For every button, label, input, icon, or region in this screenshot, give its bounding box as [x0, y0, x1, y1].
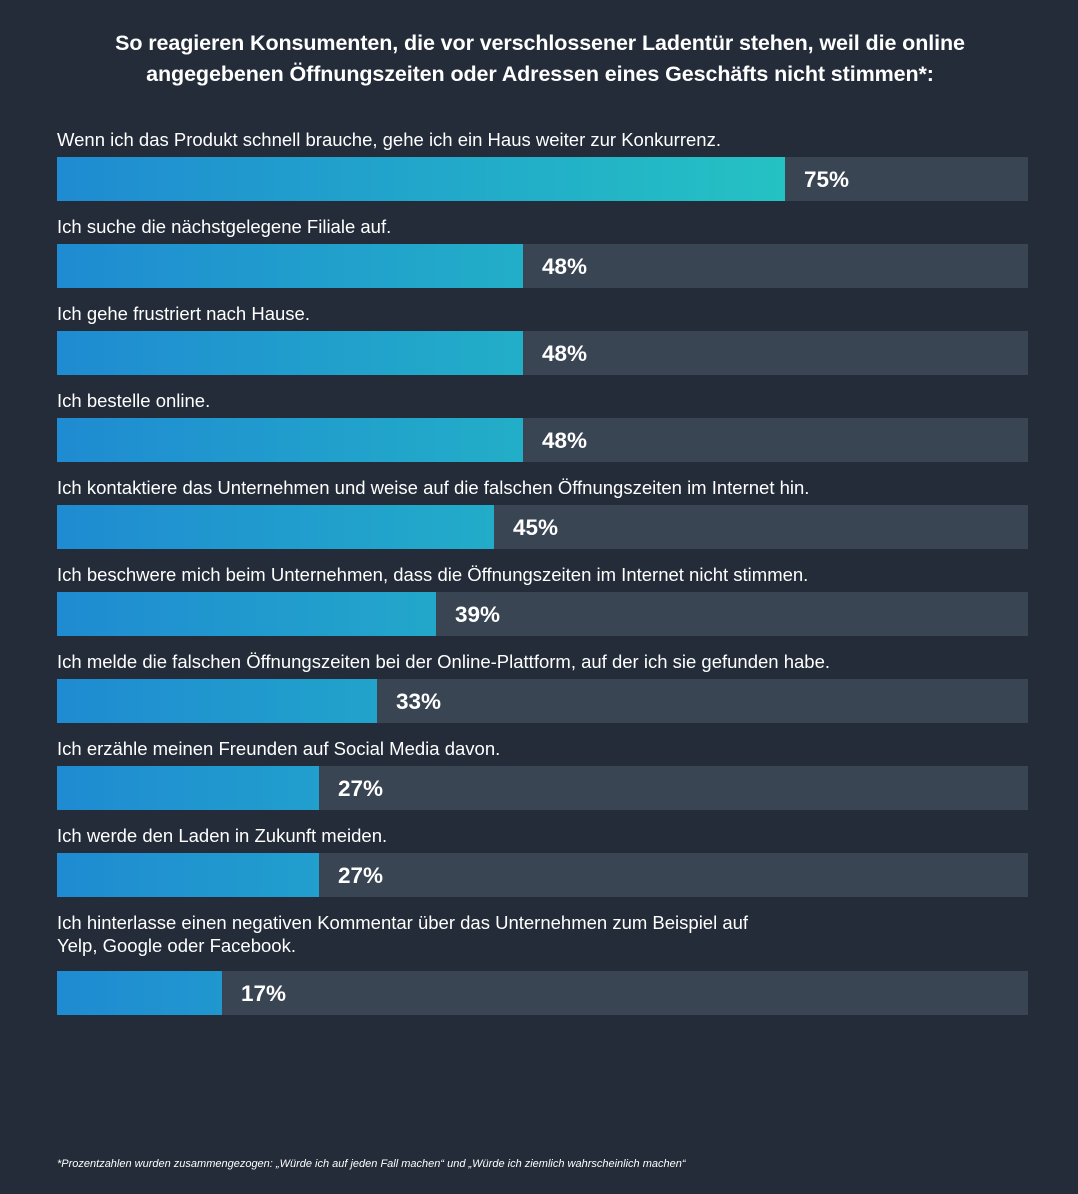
bar-category-label: Ich hinterlasse einen negativen Kommenta…: [57, 911, 748, 957]
bar-track: 48%: [57, 331, 1028, 375]
bar-category-label-line: Ich gehe frustriert nach Hause.: [57, 303, 310, 324]
bar-fill: [57, 331, 523, 375]
bar-category-label: Ich erzähle meinen Freunden auf Social M…: [57, 737, 500, 760]
bar-track: 27%: [57, 766, 1028, 810]
bar-value-label: 17%: [241, 981, 287, 1006]
bar-category-label-line: Yelp, Google oder Facebook.: [57, 935, 296, 956]
bar-category-label-line: Ich beschwere mich beim Unternehmen, das…: [57, 564, 809, 585]
bar-category-label: Ich werde den Laden in Zukunft meiden.: [57, 824, 387, 847]
bar-value-label: 27%: [338, 776, 384, 801]
bar-fill: [57, 244, 523, 288]
bar-value-label: 48%: [542, 341, 588, 366]
chart-title-line-2: angegebenen Öffnungszeiten oder Adressen…: [146, 62, 934, 86]
bar-category-label: Ich kontaktiere das Unternehmen und weis…: [57, 476, 809, 499]
bar-value-label: 33%: [396, 689, 442, 714]
bar-value-label: 39%: [455, 602, 501, 627]
bar-category-label: Ich bestelle online.: [57, 389, 210, 412]
bar-category-label-line: Wenn ich das Produkt schnell brauche, ge…: [57, 129, 721, 150]
bar-fill: [57, 971, 222, 1015]
bar-category-label: Wenn ich das Produkt schnell brauche, ge…: [57, 128, 721, 151]
bar-category-label-line: Ich kontaktiere das Unternehmen und weis…: [57, 477, 810, 498]
bar-category-label-line: Ich hinterlasse einen negativen Kommenta…: [57, 912, 749, 933]
bar-track: 48%: [57, 244, 1028, 288]
bar-value-label: 48%: [542, 254, 588, 279]
bar-category-label-line: Ich werde den Laden in Zukunft meiden.: [57, 825, 388, 846]
bar-category-label-line: Ich melde die falschen Öffnungszeiten be…: [57, 651, 831, 672]
bar-value-label: 27%: [338, 863, 384, 888]
bar-category-label-line: Ich erzähle meinen Freunden auf Social M…: [57, 738, 501, 759]
bar-value-label: 45%: [513, 515, 559, 540]
bar-track: 45%: [57, 505, 1028, 549]
bar-fill: [57, 505, 494, 549]
bar-category-label: Ich suche die nächstgelegene Filiale auf…: [57, 215, 391, 238]
bar-fill: [57, 157, 785, 201]
bar-value-label: 48%: [542, 428, 588, 453]
bar-fill: [57, 418, 523, 462]
bar-value-label: 75%: [804, 167, 850, 192]
bar-fill: [57, 679, 377, 723]
bar-track: 33%: [57, 679, 1028, 723]
bar-category-label-line: Ich suche die nächstgelegene Filiale auf…: [57, 216, 392, 237]
chart-title: So reagieren Konsumenten, die vor versch…: [40, 28, 1040, 90]
chart-title-line-1: So reagieren Konsumenten, die vor versch…: [115, 31, 965, 55]
bar-fill: [57, 592, 436, 636]
bar-track: 27%: [57, 853, 1028, 897]
bar-track: 48%: [57, 418, 1028, 462]
bar-fill: [57, 766, 319, 810]
bar-category-label: Ich gehe frustriert nach Hause.: [57, 302, 310, 325]
bar-category-label: Ich melde die falschen Öffnungszeiten be…: [57, 650, 830, 673]
bar-category-label: Ich beschwere mich beim Unternehmen, das…: [57, 563, 808, 586]
bar-fill: [57, 853, 319, 897]
footnote: *Prozentzahlen wurden zusammengezogen: „…: [57, 1158, 686, 1170]
bar-track: 39%: [57, 592, 1028, 636]
bar-track: 17%: [57, 971, 1028, 1015]
bar-track: 75%: [57, 157, 1028, 201]
bar-category-label-line: Ich bestelle online.: [57, 390, 211, 411]
